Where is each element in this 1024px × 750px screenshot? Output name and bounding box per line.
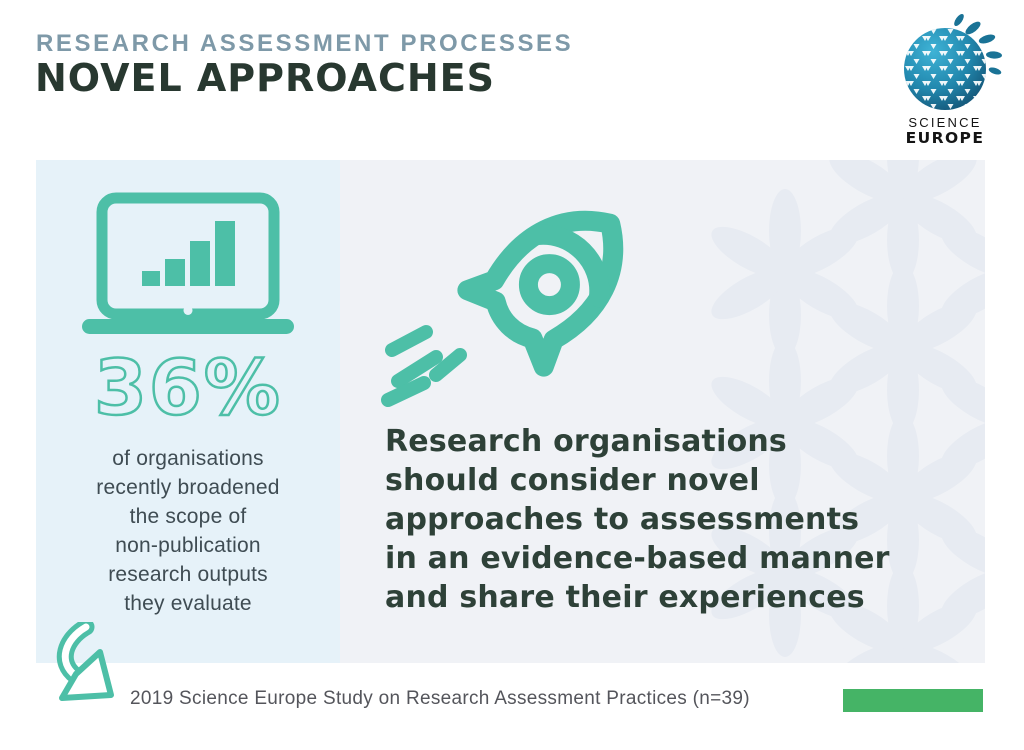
logo-text-europe: EUROPE bbox=[905, 129, 985, 147]
stat-line: they evaluate bbox=[124, 592, 252, 615]
stat-line: recently broadened bbox=[96, 476, 280, 499]
science-europe-logo: SCIENCE EUROPE bbox=[893, 12, 1003, 147]
stat-panel: 36% of organisations recently broadened … bbox=[36, 160, 340, 663]
accent-bar bbox=[843, 689, 983, 712]
stat-line: of organisations bbox=[112, 447, 264, 470]
logo-wordmark: SCIENCE EUROPE bbox=[893, 115, 997, 147]
stat-line: research outputs bbox=[108, 563, 268, 586]
page-title: NOVEL APPROACHES bbox=[35, 56, 495, 100]
message-line: and share their experiences bbox=[385, 580, 865, 615]
message-panel: Research organisations should consider n… bbox=[340, 160, 985, 663]
logo-text-science: SCIENCE bbox=[908, 115, 982, 130]
stat-value: 36% bbox=[93, 343, 282, 432]
message-line: Research organisations bbox=[385, 424, 787, 459]
stat-description: of organisations recently broadened the … bbox=[36, 444, 340, 618]
stat-line: the scope of bbox=[129, 505, 247, 528]
laptop-bar-chart-icon bbox=[82, 192, 294, 334]
message-line: in an evidence-based manner bbox=[385, 541, 890, 576]
message-text: Research organisations should consider n… bbox=[385, 422, 965, 617]
message-line: should consider novel bbox=[385, 463, 760, 498]
kicker-title: RESEARCH ASSESSMENT PROCESSES bbox=[36, 30, 574, 57]
message-line: approaches to assessments bbox=[385, 502, 860, 537]
curved-arrow-icon bbox=[56, 622, 114, 701]
faceted-globe-icon bbox=[904, 13, 1002, 110]
source-note: 2019 Science Europe Study on Research As… bbox=[130, 688, 750, 709]
rocket-icon bbox=[381, 210, 624, 407]
stat-line: non-publication bbox=[115, 534, 261, 557]
